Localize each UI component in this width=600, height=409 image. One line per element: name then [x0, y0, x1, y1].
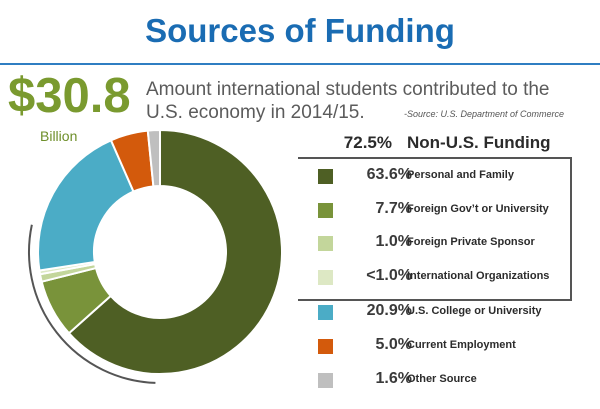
title-divider	[0, 63, 600, 65]
stat-value: $30.8	[8, 69, 131, 123]
donut-slice	[37, 138, 135, 272]
legend-label: International Organizations	[407, 270, 550, 282]
legend-percent: 5.0%	[375, 336, 412, 353]
page-title: Sources of Funding	[145, 12, 455, 49]
legend-swatch	[318, 305, 333, 320]
non-us-bracket	[298, 157, 572, 301]
legend-label: Current Employment	[407, 339, 516, 351]
donut-slice	[146, 128, 161, 188]
non-us-label: Non-U.S. Funding	[407, 133, 551, 152]
stat-unit: Billion	[40, 128, 78, 144]
legend-percent: 20.9%	[366, 302, 412, 319]
legend-swatch	[318, 339, 333, 354]
legend-percent: <1.0%	[366, 267, 412, 284]
legend-percent: 7.7%	[375, 200, 412, 217]
source-note: -Source: U.S. Department of Commerce	[404, 109, 565, 119]
legend-percent: 63.6%	[366, 166, 412, 183]
legend-swatch	[318, 373, 333, 388]
non-us-arc	[28, 224, 156, 384]
legend-label: Personal and Family	[407, 169, 514, 181]
legend-label: Foreign Gov’t or University	[407, 203, 549, 215]
legend-label: Other Source	[407, 373, 477, 385]
legend-swatch	[318, 169, 333, 184]
legend-percent: 1.6%	[375, 370, 412, 387]
legend-percent: 1.0%	[375, 233, 412, 250]
legend-swatch	[318, 270, 333, 285]
legend-swatch	[318, 236, 333, 251]
legend-label: U.S. College or University	[407, 305, 542, 317]
donut-slice	[67, 128, 283, 375]
non-us-percent: 72.5%	[343, 133, 392, 152]
stat-description: Amount international students contribute…	[146, 79, 550, 123]
legend-swatch	[318, 203, 333, 218]
legend-label: Foreign Private Sponsor	[407, 236, 535, 248]
